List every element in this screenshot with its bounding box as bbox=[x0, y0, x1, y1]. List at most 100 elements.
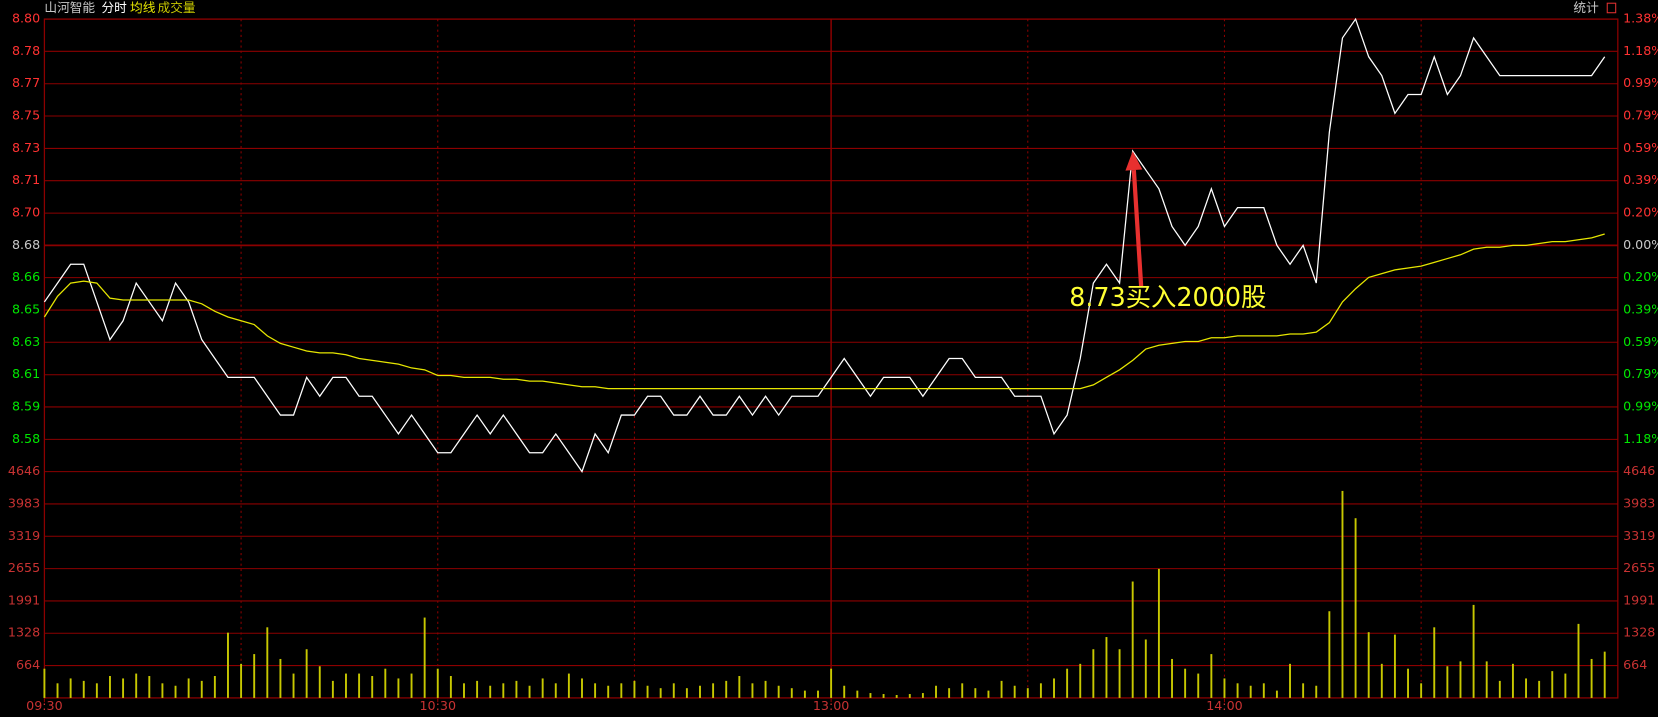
volume-bar bbox=[699, 685, 701, 698]
volume-bar bbox=[161, 683, 164, 698]
volume-bar bbox=[1289, 663, 1291, 698]
average-line bbox=[43, 233, 1605, 390]
x-tick-label: 13:00 bbox=[813, 698, 850, 713]
volume-tick-label: 4646 bbox=[1623, 463, 1655, 478]
volume-bar bbox=[541, 678, 544, 698]
volume-bar bbox=[436, 668, 439, 698]
volume-bar bbox=[371, 676, 374, 698]
stats-icon[interactable] bbox=[1606, 2, 1617, 14]
x-tick-label: 10:30 bbox=[419, 698, 456, 713]
y-tick-label: 8.75 bbox=[12, 107, 40, 122]
volume-bar bbox=[567, 673, 570, 698]
volume-bar bbox=[1066, 668, 1069, 698]
volume-bar bbox=[305, 649, 308, 698]
volume-bar bbox=[1564, 673, 1567, 698]
volume-bar bbox=[279, 658, 282, 698]
volume-bar bbox=[1118, 649, 1121, 698]
volume-bar bbox=[633, 680, 636, 698]
volume-bar bbox=[803, 690, 806, 698]
volume-bar bbox=[122, 678, 125, 698]
volume-bar bbox=[1171, 658, 1173, 698]
volume-bar bbox=[961, 683, 964, 698]
volume-bar bbox=[738, 676, 741, 698]
volume-bar bbox=[1551, 671, 1554, 698]
volume-bar bbox=[476, 680, 479, 698]
y-tick-label: 8.58 bbox=[12, 431, 40, 446]
volume-bar bbox=[318, 666, 321, 698]
y2-tick-label: 0.99% bbox=[1623, 398, 1658, 413]
volume-bar bbox=[1315, 685, 1318, 698]
volume-bar bbox=[1026, 688, 1029, 698]
volume-bar bbox=[1603, 651, 1606, 698]
annotation-arrow-head bbox=[1125, 151, 1143, 171]
volume-bar bbox=[1420, 683, 1423, 698]
volume-bar bbox=[174, 685, 177, 698]
volume-bar bbox=[856, 690, 859, 698]
volume-bar bbox=[1262, 683, 1265, 698]
volume-bar bbox=[1131, 581, 1134, 698]
volume-bar bbox=[463, 683, 465, 698]
y2-tick-label: 0.20% bbox=[1623, 205, 1658, 220]
volume-tick-label: 2655 bbox=[8, 560, 40, 575]
volume-bar bbox=[685, 688, 688, 698]
volume-tick-label: 3319 bbox=[8, 528, 40, 543]
volume-tick-label: 3983 bbox=[1623, 495, 1655, 510]
volume-bar bbox=[869, 693, 872, 698]
volume-bar bbox=[1485, 661, 1488, 698]
volume-bar bbox=[1144, 639, 1147, 698]
volume-bar bbox=[56, 683, 59, 698]
volume-bar bbox=[830, 668, 833, 698]
volume-bar bbox=[1498, 680, 1501, 698]
volume-bar bbox=[69, 678, 72, 698]
y2-tick-label: 0.79% bbox=[1623, 366, 1658, 381]
volume-bar bbox=[82, 680, 85, 698]
volume-bar bbox=[725, 680, 728, 698]
volume-bar bbox=[397, 678, 400, 698]
chart-title: 山河智能 bbox=[44, 0, 95, 15]
volume-bar bbox=[607, 685, 610, 698]
y2-tick-label: 1.18% bbox=[1623, 43, 1658, 58]
volume-bar bbox=[1223, 678, 1226, 698]
volume-bar bbox=[423, 617, 426, 698]
volume-bar bbox=[1433, 627, 1436, 698]
y2-tick-label: 1.38% bbox=[1623, 11, 1658, 26]
y2-tick-label: 0.79% bbox=[1623, 107, 1658, 122]
volume-bar bbox=[1341, 490, 1344, 698]
volume-bar bbox=[43, 668, 46, 698]
volume-bar bbox=[908, 694, 911, 698]
volume-bar bbox=[200, 680, 203, 698]
volume-bar bbox=[1577, 623, 1580, 698]
y-tick-label: 8.77 bbox=[12, 75, 40, 90]
volume-bar bbox=[554, 683, 557, 698]
volume-bar bbox=[1105, 637, 1108, 698]
price-line bbox=[43, 17, 1606, 474]
volume-bar bbox=[777, 685, 780, 698]
y2-tick-label: 0.39% bbox=[1623, 172, 1658, 187]
volume-bar bbox=[187, 678, 190, 698]
y-tick-label: 8.73 bbox=[12, 140, 40, 155]
volume-tick-label: 1991 bbox=[8, 592, 40, 607]
volume-bar bbox=[292, 673, 295, 698]
volume-bar bbox=[672, 683, 675, 698]
volume-bar bbox=[1525, 678, 1527, 698]
volume-bar bbox=[620, 683, 623, 698]
volume-bar bbox=[502, 683, 505, 698]
volume-bar bbox=[712, 683, 715, 698]
y2-tick-label: 0.59% bbox=[1623, 140, 1658, 155]
volume-bar bbox=[1472, 604, 1475, 698]
volume-bar bbox=[1538, 680, 1541, 698]
volume-bar bbox=[1000, 680, 1003, 698]
volume-bar bbox=[1197, 673, 1200, 698]
volume-bar bbox=[1039, 683, 1042, 698]
volume-bar bbox=[895, 695, 898, 698]
volume-bar bbox=[581, 678, 583, 698]
stats-button[interactable]: 统计 bbox=[1573, 0, 1599, 15]
volume-bar bbox=[1184, 668, 1187, 698]
volume-bar bbox=[921, 693, 924, 698]
volume-bar bbox=[1511, 663, 1514, 698]
y2-tick-label: 0.00% bbox=[1623, 237, 1658, 252]
volume-bar bbox=[882, 694, 885, 698]
volume-bar bbox=[1407, 668, 1409, 698]
volume-bar bbox=[594, 683, 597, 698]
